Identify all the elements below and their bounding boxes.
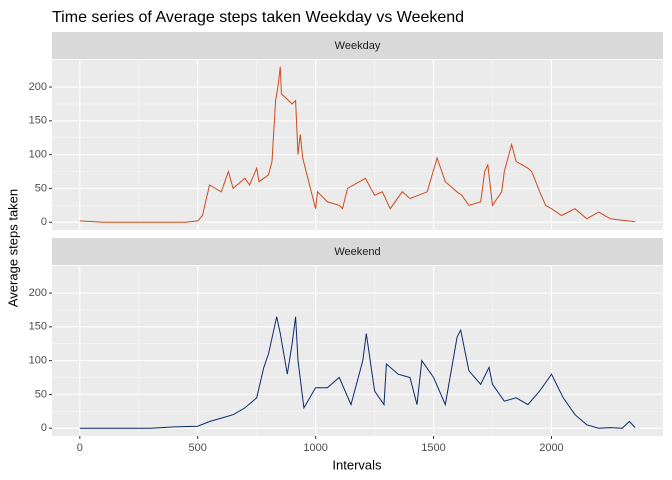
panel — [52, 266, 663, 436]
y-tick-label: 0 — [41, 216, 47, 228]
y-tick-label: 200 — [29, 287, 47, 299]
y-tick-label: 50 — [35, 182, 47, 194]
y-tick-label: 100 — [29, 149, 47, 161]
chart-title: Time series of Average steps taken Weekd… — [52, 9, 464, 26]
x-tick-label: 0 — [77, 442, 83, 454]
line-series — [79, 316, 636, 429]
y-axis-label: Average steps taken — [5, 189, 20, 307]
strip — [52, 238, 663, 265]
y-tick-label: 200 — [29, 81, 47, 93]
x-tick-label: 1000 — [303, 442, 327, 454]
x-axis-label: Intervals — [332, 457, 382, 472]
y-tick-label: 150 — [29, 115, 47, 127]
y-tick-label: 50 — [35, 388, 47, 400]
y-tick-label: 100 — [29, 355, 47, 367]
strip-label: Weekend — [334, 246, 380, 258]
x-tick-label: 1500 — [421, 442, 445, 454]
x-tick-label: 500 — [189, 442, 207, 454]
strip — [52, 32, 663, 59]
x-tick-label: 2000 — [539, 442, 563, 454]
panel — [52, 60, 663, 230]
y-tick-label: 150 — [29, 321, 47, 333]
strip-label: Weekday — [335, 40, 381, 52]
line-series — [79, 66, 636, 223]
y-tick-label: 0 — [41, 422, 47, 434]
